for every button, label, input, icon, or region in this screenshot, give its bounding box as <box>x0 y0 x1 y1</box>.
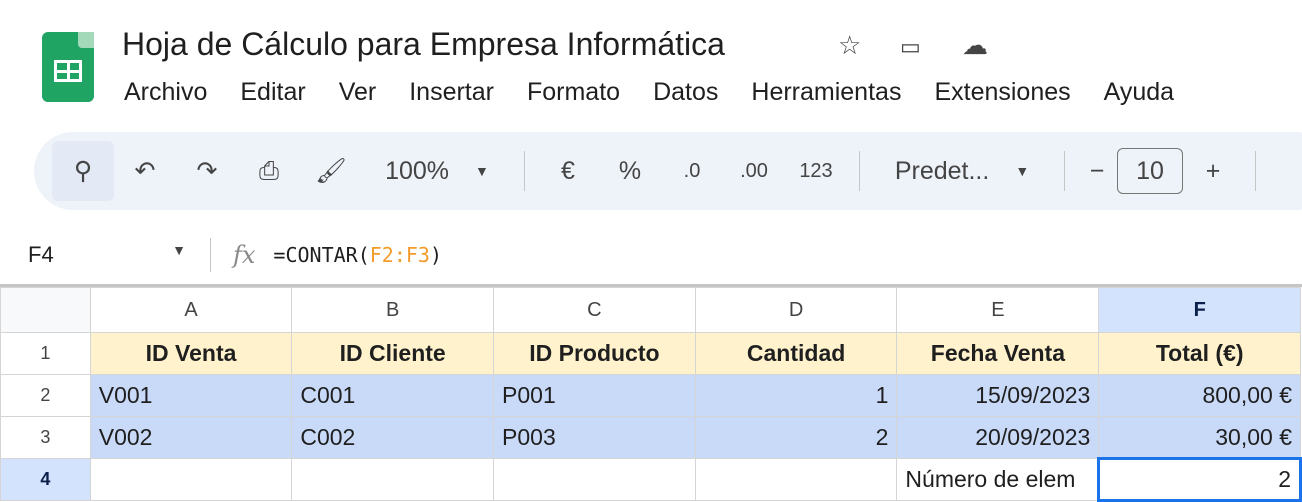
font-select[interactable]: Predet... ▼ <box>872 141 1052 201</box>
font-value: Predet... <box>894 156 990 185</box>
column-headers: A B C D E F <box>0 287 1301 333</box>
decrease-decimals-button[interactable]: .0 <box>683 159 701 182</box>
menu-insertar[interactable]: Insertar <box>409 78 494 106</box>
column-header-b[interactable]: B <box>291 287 495 333</box>
cell-a4[interactable] <box>89 458 293 501</box>
cell-d1[interactable]: Cantidad <box>694 332 898 375</box>
font-size-input[interactable]: 10 <box>1117 148 1183 194</box>
cell-b3[interactable]: C002 <box>291 416 495 459</box>
formula-range: F2:F3 <box>369 243 430 267</box>
column-header-f[interactable]: F <box>1098 287 1301 333</box>
zoom-select[interactable]: 100% ▼ <box>362 141 512 201</box>
cell-f4-selected[interactable]: 2 <box>1097 457 1302 502</box>
formula-text: =CONTAR( <box>273 243 370 267</box>
chevron-down-icon: ▼ <box>475 163 489 179</box>
font-size-decrease-button[interactable]: − <box>1089 156 1105 185</box>
cell-e2[interactable]: 15/09/2023 <box>896 374 1100 417</box>
document-title[interactable]: Hoja de Cálculo para Empresa Informática <box>122 26 725 62</box>
currency-button[interactable]: € <box>561 156 575 185</box>
percent-button[interactable]: % <box>618 156 642 185</box>
cloud-saved-icon[interactable]: ☁ <box>962 30 988 60</box>
column-header-a[interactable]: A <box>89 287 293 333</box>
print-icon[interactable]: ⎙ <box>258 156 279 185</box>
menu-ver[interactable]: Ver <box>338 78 377 106</box>
divider <box>859 151 860 191</box>
table-row: 1 ID Venta ID Cliente ID Producto Cantid… <box>0 332 1301 375</box>
cell-c4[interactable] <box>493 458 696 501</box>
menu-extensiones[interactable]: Extensiones <box>934 78 1071 106</box>
chevron-down-icon: ▼ <box>1015 163 1030 179</box>
chevron-down-icon: ▼ <box>172 242 186 258</box>
column-header-e[interactable]: E <box>896 287 1100 333</box>
name-box-value: F4 <box>28 242 54 267</box>
menu-datos[interactable]: Datos <box>653 78 719 106</box>
undo-icon[interactable]: ↶ <box>134 157 156 185</box>
cell-e1[interactable]: Fecha Venta <box>896 332 1100 375</box>
formula-bar: F4 ▼ fx =CONTAR(F2:F3) <box>0 226 1302 284</box>
menu-herramientas[interactable]: Herramientas <box>751 78 902 106</box>
redo-icon[interactable]: ↷ <box>196 157 218 185</box>
sheets-logo[interactable] <box>42 32 94 102</box>
fx-icon: fx <box>233 241 256 269</box>
cell-c3[interactable]: P003 <box>493 416 696 459</box>
table-row: 3 V002 C002 P003 2 20/09/2023 30,00 € <box>0 416 1301 459</box>
cell-b1[interactable]: ID Cliente <box>291 332 495 375</box>
cell-c1[interactable]: ID Producto <box>493 332 696 375</box>
zoom-value: 100% <box>385 156 450 185</box>
move-to-folder-icon[interactable]: ▭ <box>900 34 921 59</box>
cell-f1[interactable]: Total (€) <box>1098 332 1301 375</box>
menu-bar: Archivo Editar Ver Insertar Formato Dato… <box>124 78 1174 107</box>
divider <box>1064 151 1065 191</box>
toolbar: ⚲ ↶ ↷ ⎙ 🖌 100% ▼ € % .0 .00 123 Predet...… <box>34 132 1302 210</box>
name-box[interactable]: F4 ▼ <box>0 242 210 268</box>
table-row: 2 V001 C001 P001 1 15/09/2023 800,00 € <box>0 374 1301 417</box>
menu-editar[interactable]: Editar <box>240 78 306 106</box>
cell-c2[interactable]: P001 <box>493 374 696 417</box>
column-header-d[interactable]: D <box>694 287 898 333</box>
cell-d4[interactable] <box>694 458 898 501</box>
row-header[interactable]: 2 <box>0 374 91 417</box>
cell-a2[interactable]: V001 <box>89 374 293 417</box>
column-header-c[interactable]: C <box>493 287 696 333</box>
row-header[interactable]: 4 <box>0 458 91 501</box>
row-header[interactable]: 1 <box>0 332 91 375</box>
cell-a3[interactable]: V002 <box>89 416 293 459</box>
increase-decimals-button[interactable]: .00 <box>740 159 768 182</box>
font-size-increase-button[interactable]: + <box>1205 156 1221 185</box>
formula-input[interactable]: =CONTAR(F2:F3) <box>273 243 442 267</box>
cell-f2[interactable]: 800,00 € <box>1098 374 1301 417</box>
menu-formato[interactable]: Formato <box>526 78 621 106</box>
cell-b4[interactable] <box>291 458 495 501</box>
cell-a1[interactable]: ID Venta <box>89 332 293 375</box>
table-row: 4 Número de elem 2 <box>0 457 1302 502</box>
cell-d3[interactable]: 2 <box>694 416 898 459</box>
spreadsheet-grid: A B C D E F 1 ID Venta ID Cliente ID Pro… <box>0 284 1302 502</box>
select-all-corner[interactable] <box>0 287 91 333</box>
divider <box>524 151 525 191</box>
paint-format-icon[interactable]: 🖌 <box>315 156 347 185</box>
menu-archivo[interactable]: Archivo <box>124 78 208 106</box>
search-icon[interactable]: ⚲ <box>52 141 114 201</box>
divider <box>210 238 211 272</box>
number-format-button[interactable]: 123 <box>799 159 833 182</box>
menu-ayuda[interactable]: Ayuda <box>1103 78 1175 106</box>
row-header[interactable]: 3 <box>0 416 91 459</box>
cell-b2[interactable]: C001 <box>291 374 495 417</box>
formula-text: ) <box>429 243 443 267</box>
cell-e3[interactable]: 20/09/2023 <box>896 416 1100 459</box>
divider <box>1255 151 1256 191</box>
cell-e4[interactable]: Número de elem <box>896 458 1100 501</box>
cell-d2[interactable]: 1 <box>694 374 898 417</box>
star-icon[interactable]: ☆ <box>838 30 862 60</box>
cell-f3[interactable]: 30,00 € <box>1098 416 1301 459</box>
